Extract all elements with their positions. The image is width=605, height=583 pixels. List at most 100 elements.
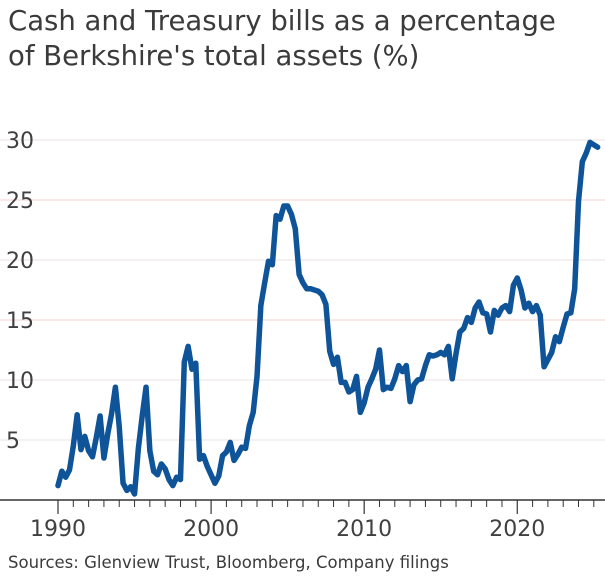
data-point (189, 366, 195, 372)
data-point (579, 159, 585, 165)
data-point (453, 351, 459, 357)
x-axis-ticks: 1990 2000 2010 2020 (30, 500, 595, 542)
data-point (128, 484, 134, 490)
data-point (595, 144, 601, 150)
data-point (246, 423, 252, 429)
data-point (243, 445, 249, 451)
data-point (66, 467, 72, 473)
data-point (576, 198, 582, 204)
data-point (262, 280, 268, 286)
data-point (109, 411, 115, 417)
data-point (231, 457, 237, 463)
data-point (105, 431, 111, 437)
data-point (116, 424, 122, 430)
data-point (166, 477, 172, 483)
data-point (415, 377, 421, 383)
data-point (399, 369, 405, 375)
series-layer (55, 139, 601, 497)
data-point (350, 387, 356, 393)
data-point (346, 389, 352, 395)
data-point (411, 382, 417, 388)
chart-title: Cash and Treasury bills as a percentage … (8, 5, 556, 72)
data-point (434, 352, 440, 358)
data-point (476, 299, 482, 305)
data-point (227, 439, 233, 445)
y-axis-tick-labels: 5 10 15 20 25 30 (6, 129, 34, 454)
data-point (292, 226, 298, 232)
data-point (204, 463, 210, 469)
y-tick-label-10: 10 (6, 369, 34, 394)
data-point (216, 473, 222, 479)
data-point (380, 387, 386, 393)
data-point (487, 329, 493, 335)
data-point (384, 384, 390, 390)
data-point (124, 487, 130, 493)
source-note: Sources: Glenview Trust, Bloomberg, Comp… (8, 553, 449, 572)
data-point (258, 303, 264, 309)
data-point (281, 203, 287, 209)
data-point (549, 349, 555, 355)
data-point (468, 319, 474, 325)
data-point (510, 282, 516, 288)
data-point (55, 483, 61, 489)
data-point (457, 329, 463, 335)
data-point (361, 400, 367, 406)
data-point (266, 258, 271, 264)
data-point (181, 359, 187, 365)
data-point (560, 324, 566, 330)
data-point (59, 468, 65, 474)
data-point (331, 361, 337, 367)
data-point (334, 354, 340, 360)
data-point (541, 364, 547, 370)
data-point (97, 413, 103, 419)
x-tick-label-2010: 2010 (336, 517, 392, 542)
data-point (396, 363, 402, 369)
data-point (208, 472, 214, 478)
data-point (533, 303, 539, 309)
data-point (308, 286, 314, 292)
data-point (86, 448, 92, 454)
data-point (254, 373, 260, 379)
data-point (465, 315, 471, 321)
data-point (239, 444, 245, 450)
data-point (323, 301, 329, 307)
data-point (376, 347, 382, 353)
data-point (587, 139, 593, 145)
data-point (220, 453, 226, 459)
data-point (300, 280, 306, 286)
data-point (327, 348, 333, 354)
data-point (197, 456, 203, 462)
data-point (70, 443, 76, 449)
data-point (388, 385, 394, 391)
data-point (484, 311, 490, 317)
data-point (392, 376, 398, 382)
data-point (304, 286, 310, 292)
data-point (537, 312, 543, 318)
data-point (285, 203, 291, 209)
data-point (526, 300, 532, 306)
data-point (296, 271, 302, 277)
x-tick-label-2000: 2000 (183, 517, 239, 542)
data-point (545, 357, 551, 363)
data-point (212, 480, 218, 486)
data-point (556, 339, 562, 345)
data-point (139, 413, 145, 419)
data-point (499, 305, 505, 311)
data-point (311, 287, 317, 293)
data-point (480, 310, 486, 316)
data-point (507, 309, 513, 315)
series-line-0 (55, 139, 601, 497)
data-point (438, 349, 444, 355)
data-point (530, 309, 536, 315)
data-point (235, 451, 241, 457)
data-point (491, 307, 497, 313)
data-point (143, 384, 149, 390)
data-point (120, 480, 126, 486)
y-tick-label-20: 20 (6, 249, 34, 274)
data-point (419, 376, 425, 382)
data-point (522, 305, 528, 311)
data-point (63, 474, 69, 480)
y-tick-label-25: 25 (6, 189, 34, 214)
x-tick-label-1990: 1990 (30, 517, 86, 542)
